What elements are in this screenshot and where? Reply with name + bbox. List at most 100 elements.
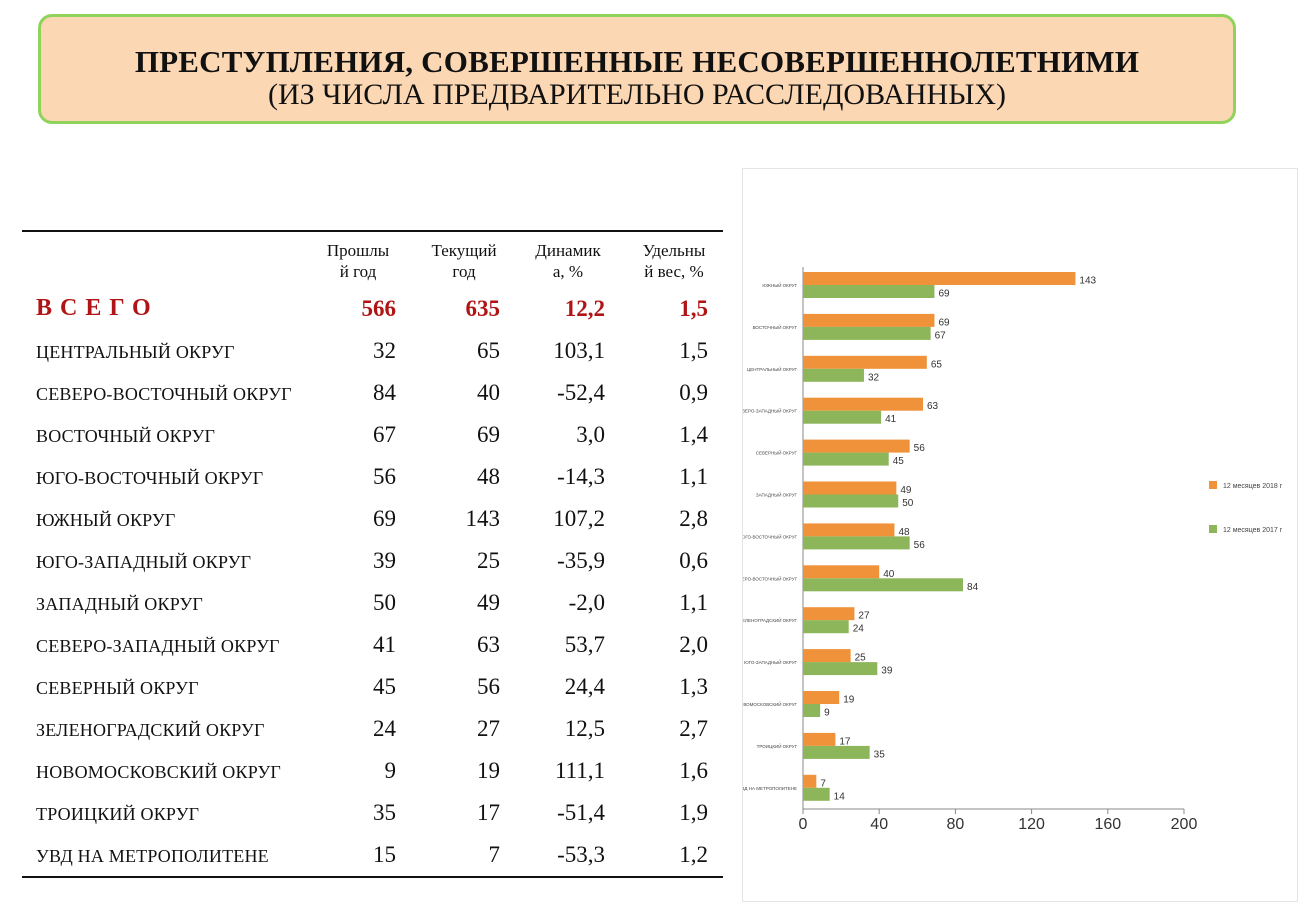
- bar: [803, 326, 931, 340]
- table-bottom-rule: [22, 876, 723, 878]
- y-category-label: ЦЕНТРАЛЬНЫЙ ОКРУГ: [747, 365, 798, 372]
- y-category-label: СЕВЕРНЫЙ ОКРУГ: [756, 449, 798, 456]
- row-name: ЗАПАДНЫЙ ОКРУГ: [36, 594, 204, 614]
- bar-data-label: 67: [935, 330, 947, 341]
- bar-data-label: 48: [898, 527, 910, 538]
- cell-prev: 56: [373, 464, 396, 489]
- cell-prev: 24: [373, 716, 396, 741]
- cell-share: 2,8: [679, 506, 708, 531]
- bar-data-label: 27: [858, 611, 870, 622]
- bar-data-label: 17: [839, 736, 851, 747]
- cell-curr: 27: [477, 716, 500, 741]
- cell-curr: 17: [477, 800, 500, 825]
- cell-curr: 69: [477, 422, 500, 447]
- bar: [803, 494, 899, 508]
- cell-dyn: 103,1: [553, 338, 605, 363]
- bar: [803, 439, 910, 453]
- bar-data-label: 19: [843, 695, 855, 706]
- table-row: НОВОМОСКОВСКИЙ ОКРУГ 9 19 111,1 1,6: [22, 752, 723, 794]
- bar: [803, 452, 889, 466]
- table-row: ЮГО-ЗАПАДНЫЙ ОКРУГ 39 25 -35,9 0,6: [22, 542, 723, 584]
- cell-share: 1,3: [679, 674, 708, 699]
- cell-curr: 63: [477, 632, 500, 657]
- bar-data-label: 24: [853, 624, 865, 635]
- table-row: ЗАПАДНЫЙ ОКРУГ 50 49 -2,0 1,1: [22, 584, 723, 626]
- cell-prev: 67: [373, 422, 396, 447]
- bar: [803, 313, 935, 327]
- cell-curr: 7: [488, 842, 501, 867]
- x-tick-label: 0: [799, 816, 808, 833]
- bar-data-label: 32: [868, 372, 880, 383]
- bar: [803, 368, 864, 382]
- bar: [803, 732, 836, 746]
- bar: [803, 481, 897, 495]
- y-category-label: СЕВЕРО-ВОСТОЧНЫЙ ОКРУГ: [743, 574, 798, 581]
- bar-data-label: 143: [1079, 276, 1096, 287]
- bar-data-label: 41: [885, 414, 897, 425]
- bar: [803, 691, 840, 704]
- bar-data-label: 69: [938, 317, 950, 328]
- bar: [803, 410, 882, 424]
- y-category-label: СЕВЕРО-ЗАПАДНЫЙ ОКРУГ: [743, 407, 798, 414]
- table-row: ЮЖНЫЙ ОКРУГ 69 143 107,2 2,8: [22, 500, 723, 542]
- legend-swatch: [1209, 481, 1217, 489]
- bar: [803, 272, 1076, 285]
- y-category-label: ТРОИЦКИЙ ОКРУГ: [757, 742, 798, 749]
- column-header-share: Удельны й вес, %: [642, 241, 706, 281]
- bar: [803, 578, 964, 592]
- cell-share: 1,2: [679, 842, 708, 867]
- page-subtitle: (ИЗ ЧИСЛА ПРЕДВАРИТЕЛЬНО РАССЛЕДОВАННЫХ): [267, 78, 1007, 111]
- y-category-label: ЮГО-ВОСТОЧНЫЙ ОКРУГ: [743, 532, 798, 539]
- bar-data-label: 39: [881, 666, 893, 677]
- bar-data-label: 56: [914, 540, 926, 551]
- y-category-label: ЗАПАДНЫЙ ОКРУГ: [756, 491, 798, 498]
- table-row-total: ВСЕГО 566 635 12,2 1,5: [22, 290, 723, 332]
- cell-dyn: 53,7: [564, 632, 605, 657]
- bar: [803, 649, 851, 663]
- cell-curr: 65: [477, 338, 500, 363]
- cell-dyn: 24,4: [564, 674, 605, 699]
- y-category-label: НОВОМОСКОВСКИЙ ОКРУГ: [743, 700, 798, 707]
- legend-label: 12 месяцев 2017 г: [1223, 527, 1283, 534]
- bar-data-label: 35: [874, 749, 886, 760]
- table-row: СЕВЕРО-ЗАПАДНЫЙ ОКРУГ 41 63 53,7 2,0: [22, 626, 723, 668]
- cell-prev: 45: [373, 674, 396, 699]
- cell-curr: 56: [477, 674, 500, 699]
- x-tick-label: 160: [1094, 816, 1121, 833]
- cell-dyn: -52,4: [557, 380, 605, 405]
- bar: [803, 523, 895, 537]
- cell-curr: 49: [477, 590, 500, 615]
- bar-data-label: 69: [938, 289, 950, 300]
- legend-swatch: [1209, 525, 1217, 533]
- column-header-dynamics: Динамик а, %: [535, 241, 601, 281]
- bar: [803, 774, 817, 788]
- bar-chart-svg: 0 40 80 120 160 200 ЮЖНЫЙ ОКРУГ 143 69 ВОСТОЧНЫЙ …: [743, 267, 1283, 833]
- bar: [803, 397, 924, 411]
- cell-share: 2,7: [679, 716, 708, 741]
- table-top-rule: [22, 230, 723, 232]
- cell-dyn: -2,0: [568, 590, 605, 615]
- title-banner: ПРЕСТУПЛЕНИЯ, СОВЕРШЕННЫЕ НЕСОВЕРШЕННОЛЕ…: [38, 14, 1236, 124]
- y-category-label: ЗЕЛЕНОГРАДСКИЙ ОКРУГ: [743, 616, 798, 623]
- cell-prev: 84: [373, 380, 396, 405]
- cell-curr: 19: [477, 758, 500, 783]
- bar: [803, 285, 935, 298]
- bar: [803, 662, 878, 676]
- y-category-label: ЮЖНЫЙ ОКРУГ: [762, 281, 797, 288]
- row-name: НОВОМОСКОВСКИЙ ОКРУГ: [36, 762, 282, 782]
- bar: [803, 787, 830, 801]
- cell-prev: 32: [373, 338, 396, 363]
- cell-share: 2,0: [679, 632, 708, 657]
- cell-dyn: 3,0: [576, 422, 605, 447]
- table-row: ТРОИЦКИЙ ОКРУГ 35 17 -51,4 1,9: [22, 794, 723, 836]
- x-tick-label: 120: [1018, 816, 1045, 833]
- bar-data-label: 49: [900, 485, 912, 496]
- row-name: ЮГО-ЗАПАДНЫЙ ОКРУГ: [36, 552, 252, 572]
- cell-prev: 35: [373, 800, 396, 825]
- row-name: ВСЕГО: [36, 295, 159, 321]
- cell-prev: 39: [373, 548, 396, 573]
- cell-prev: 69: [373, 506, 396, 531]
- column-header-curr-year: Текущий год: [431, 241, 497, 281]
- row-name: ТРОИЦКИЙ ОКРУГ: [36, 804, 200, 824]
- bar-data-label: 14: [834, 791, 846, 802]
